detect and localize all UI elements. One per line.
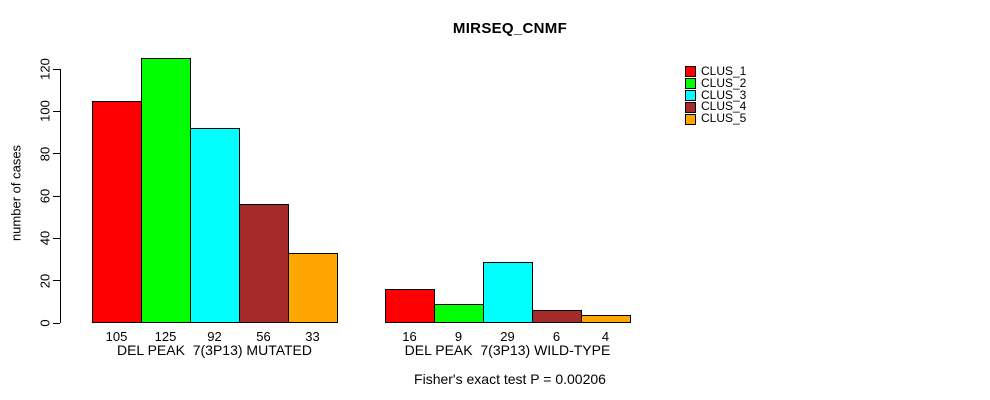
legend-label: CLUS_1 bbox=[701, 64, 747, 78]
legend-label: CLUS_5 bbox=[701, 111, 747, 126]
legend-item-clus_2: CLUS_2 bbox=[685, 75, 747, 90]
legend-label: CLUS_4 bbox=[701, 99, 747, 114]
legend-swatch-clus_5 bbox=[685, 113, 696, 125]
bar-value-label: 16 bbox=[402, 329, 417, 344]
bar-value-label: 6 bbox=[552, 329, 561, 344]
y-axis-tick-label: 120 bbox=[37, 58, 53, 80]
bar-clus_2-group1 bbox=[141, 58, 191, 323]
y-axis-line bbox=[60, 69, 61, 323]
bar-clus_1-group2 bbox=[385, 289, 435, 323]
y-axis-tick bbox=[53, 68, 60, 70]
y-axis-tick bbox=[53, 195, 60, 197]
y-axis-tick-label: 60 bbox=[37, 188, 53, 204]
bar-value-label: 33 bbox=[305, 329, 320, 344]
legend-item-clus_1: CLUS_1 bbox=[685, 64, 747, 78]
bar-value-label: 105 bbox=[105, 329, 128, 344]
y-axis-tick bbox=[53, 322, 60, 324]
legend-swatch-clus_4 bbox=[685, 101, 696, 113]
chart-title: MIRSEQ_CNMF bbox=[452, 20, 568, 37]
bar-value-label: 4 bbox=[601, 329, 610, 344]
bar-value-label: 29 bbox=[500, 329, 515, 344]
y-axis-tick bbox=[53, 153, 60, 155]
y-axis-tick-label: 20 bbox=[37, 273, 53, 288]
stats-caption: Fisher's exact test P = 0.00206 bbox=[414, 371, 606, 387]
x-axis-group-label: DEL PEAK 7(3P13) MUTATED bbox=[116, 342, 312, 358]
bar-clus_5-group2 bbox=[581, 314, 631, 323]
bar-value-label: 9 bbox=[454, 329, 463, 344]
legend-swatch-clus_1 bbox=[685, 66, 696, 78]
bar-clus_5-group1 bbox=[288, 253, 338, 323]
bar-value-label: 92 bbox=[207, 329, 222, 344]
y-axis-tick-label: 0 bbox=[37, 319, 53, 327]
bar-clus_4-group2 bbox=[532, 310, 582, 323]
bar-clus_4-group1 bbox=[239, 204, 289, 323]
y-axis-tick-label: 80 bbox=[37, 146, 53, 161]
bar-value-label: 125 bbox=[154, 329, 177, 344]
y-axis-tick bbox=[53, 110, 60, 112]
y-axis-tick bbox=[53, 280, 60, 282]
y-axis-tick-label: 100 bbox=[37, 100, 53, 123]
legend-item-clus_5: CLUS_5 bbox=[685, 111, 747, 126]
bar-clus_1-group1 bbox=[92, 100, 142, 323]
legend-label: CLUS_3 bbox=[701, 87, 747, 102]
y-axis-tick bbox=[53, 237, 60, 239]
y-axis-tick-label: 40 bbox=[37, 231, 53, 246]
legend-item-clus_4: CLUS_4 bbox=[685, 99, 747, 114]
legend-label: CLUS_2 bbox=[701, 75, 747, 90]
y-axis-title: number of cases bbox=[8, 144, 24, 242]
legend: CLUS_1 CLUS_2 CLUS_3 CLUS_4 CLUS_5 bbox=[685, 64, 747, 126]
legend-item-clus_3: CLUS_3 bbox=[685, 87, 747, 102]
bar-clus_3-group1 bbox=[190, 128, 240, 323]
bar-clus_3-group2 bbox=[483, 261, 533, 323]
legend-swatch-clus_2 bbox=[685, 78, 696, 90]
bar-value-label: 56 bbox=[256, 329, 271, 344]
bar-clus_2-group2 bbox=[434, 303, 484, 323]
legend-swatch-clus_3 bbox=[685, 89, 696, 101]
x-axis-group-label: DEL PEAK 7(3P13) WILD-TYPE bbox=[404, 342, 611, 358]
